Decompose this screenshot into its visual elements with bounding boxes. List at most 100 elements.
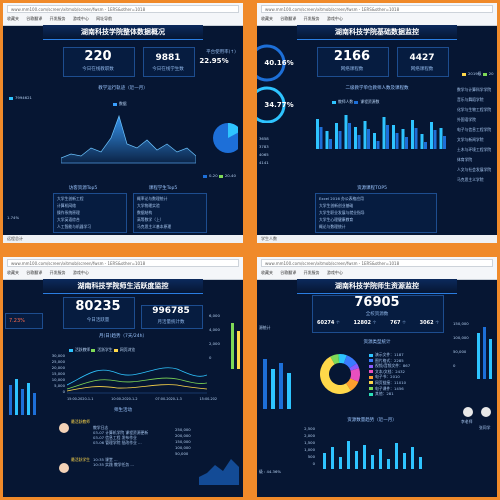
tick-label: 4,000 [209,327,220,332]
donut-slice [346,378,359,391]
bookmark-item[interactable]: 开发服务 [303,16,320,21]
online-stat-card [63,47,135,77]
list-item[interactable]: 大学生创新创业基础 [319,203,354,208]
list-item[interactable]: 大学生创新工程 [57,196,84,201]
bookmark-item[interactable]: 谷歌翻译 [26,16,43,21]
legend-item: 电子书：2010 [369,374,410,380]
bar [316,119,319,149]
bookmark-item[interactable]: 开发服务 [303,270,320,275]
college-item[interactable]: 体育学院 [457,157,473,162]
list-item[interactable]: 操作系统原理 [57,210,80,215]
bottom-left-value: 级 : 44.36% [259,469,281,474]
college-list: 数学与计算科学学院 音乐与舞蹈学院 化学与生物工程学院 外国语学院 电子与信息工… [457,85,495,185]
bookmark-item[interactable]: 开发服务 [49,270,66,275]
bar [403,453,406,469]
bottom-chart-title: 资源数量趋势（近一月） [347,418,397,423]
avatar [59,463,69,473]
college-item[interactable]: 文学与新闻学院 [457,137,484,142]
avatar [481,407,491,417]
bar [348,123,351,149]
donut-title: 资源类型统计 [363,340,391,345]
list-item[interactable]: 高等数学（上） [137,217,164,222]
address-bar[interactable]: www.mm100.com/screen/xitmob/screen/fwsm … [261,5,493,13]
feed-item[interactable]: 03-07 计算机学院 课程资源更新 [93,430,149,435]
list-item[interactable]: 概论与数理统计 [319,224,346,229]
bar [319,127,323,149]
list-item[interactable]: 大学生心理健康教育 [319,217,354,222]
college-item[interactable]: 外国语学院 [457,117,476,122]
list-item[interactable]: 马克思主义基本原理 [137,224,172,229]
feed-item[interactable]: 03-06 管理学院 批改作业 ... [93,440,142,445]
address-bar[interactable]: www.mm100.com/screen/xitmob/screen/fwsm … [261,259,493,267]
address-bar[interactable]: www.mm100.com/screen/xitmob/screen/fwsm … [7,259,239,267]
list-item[interactable]: 数据结构 [137,210,153,215]
bar [27,383,30,415]
resource-total-label: 全校资源数 [365,312,389,317]
address-bar[interactable]: www.mm100.com/screen/xitmob/screen/fwsm … [7,5,239,13]
college-item[interactable]: 土木与环境工程学院 [457,147,492,152]
tick-label: 100,000 [453,335,469,340]
avatar [59,423,69,433]
college-item[interactable]: 音乐与舞蹈学院 [457,97,484,102]
list-item[interactable]: 概率论与数理统计 [137,196,168,201]
tick-label: 10,000 [51,377,65,382]
mini-area [199,459,239,485]
bar [357,135,361,149]
list-item[interactable]: 计算机网络 [57,203,76,208]
bookmark-item[interactable]: 开发服务 [49,16,66,21]
bar [439,128,443,149]
list-item[interactable]: 大学生职业发展与就业指导 [319,210,365,215]
college-item[interactable]: 化学与生物工程学院 [457,107,492,112]
bar [363,445,366,469]
feed-item[interactable]: 教学日志 [93,425,109,430]
bookmark-item[interactable]: 谷歌翻译 [280,16,297,21]
bookmark-item[interactable]: 谷歌翻译 [280,270,297,275]
list-item[interactable]: 大学英语综合 [57,217,80,222]
list-item[interactable]: 大学物理实验 [137,203,160,208]
course-side-label: 网络课程数 [410,67,434,72]
x-axis-ticks: 15:00-2020-1-1 10:00-2020-1-2 07:00-2020… [67,397,217,401]
college-item[interactable]: 数学与计算科学学院 [457,87,492,92]
bookmark-item[interactable]: 游戏中心 [72,16,89,21]
panel-resource-monitor: www.mm100.com/screen/xitmob/screen/fwsm … [257,257,497,497]
feed-item[interactable]: 10:35 课堂 ... [93,457,118,462]
bookmark-item[interactable]: 游戏中心 [326,270,343,275]
donut-slice [320,356,351,394]
bookmark-item[interactable]: 收藏夹 [7,270,19,275]
bookmark-item[interactable]: 收藏夹 [7,16,19,21]
chart-legend: 数据 [113,101,127,107]
bar [335,123,338,149]
tick-label: 250,000 [175,427,191,432]
bar [489,339,492,379]
legend-item: 图片格式：2285 [369,358,410,364]
college-item[interactable]: 马克思主义学院 [457,177,484,182]
left-number-list: 3658 3783 4065 4141 [259,135,269,167]
bar [443,136,446,149]
bar [231,323,234,369]
right-y-ticks: 150,000 100,000 50,000 0 [453,317,469,373]
legend-item: 演示文件：1187 [369,352,410,358]
college-item[interactable]: 电子与信息工程学院 [457,127,492,132]
tick-label: 100,000 [175,445,191,450]
bookmark-item[interactable]: 游戏中心 [72,270,89,275]
bookmark-item[interactable]: 收藏夹 [261,270,273,275]
bar [33,393,36,415]
tick-label: 1,000 [304,447,315,452]
resource-top-list [53,193,127,233]
bookmark-item[interactable]: 收藏夹 [261,16,273,21]
tick-label: 15,000 [51,371,65,376]
list-item[interactable]: 人工智能与机器学习 [57,224,92,229]
bookmark-item[interactable]: 游戏中心 [326,16,343,21]
tick-label: 10:00-2020-1-2 [111,397,138,401]
trend-area [61,114,196,164]
activity-line-chart [67,367,207,394]
page-title: 湖南科技学院师生活跃度监控 [43,279,203,294]
feed-item[interactable]: 03-07 信息工程 发布作业 [93,435,137,440]
college-item[interactable]: 人文与社会发展学院 [457,167,492,172]
list-item[interactable]: Excel 2016 办公表格应用 [319,196,364,201]
bookmark-item[interactable]: 网址导航 [96,16,113,21]
bar [9,385,12,415]
breakdown-item: 60274 个 [317,320,340,326]
bookmark-item[interactable]: 谷歌翻译 [26,270,43,275]
feed-item[interactable]: 10:35 实践 教学任务 ... [93,462,134,467]
